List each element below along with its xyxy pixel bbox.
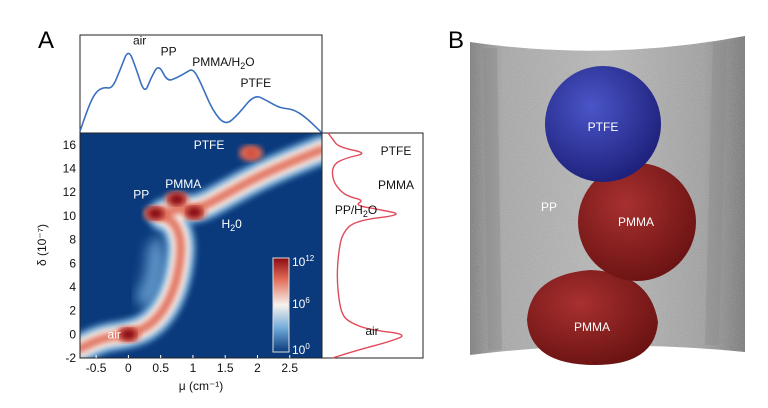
panel-label-b: B bbox=[448, 27, 464, 54]
right-plot-frame bbox=[321, 132, 424, 359]
panel-label-a: A bbox=[38, 27, 54, 54]
heatmap-hotspot-ptfe bbox=[245, 148, 258, 159]
y-tick-label: 2 bbox=[69, 304, 76, 318]
heatmap-hotspot-pmma bbox=[168, 193, 185, 206]
top-density-line bbox=[79, 52, 323, 134]
y-tick-label: 6 bbox=[69, 256, 76, 270]
right-plot-annotation: PTFE bbox=[381, 144, 412, 158]
pmma-top-sphere bbox=[578, 163, 696, 281]
heatmap-annotation: PMMA bbox=[165, 177, 201, 191]
right-plot-annotation: air bbox=[365, 324, 378, 338]
heatmap-annotation: H20 bbox=[221, 217, 242, 233]
heatmap-hotspot-h2o bbox=[186, 206, 203, 219]
y-tick-label: 0 bbox=[69, 327, 76, 341]
heatmap-annotation: air bbox=[108, 327, 121, 341]
right-density-line bbox=[327, 132, 403, 359]
x-tick-label: 0 bbox=[125, 361, 132, 375]
right-plot-annotation: PP/H2O bbox=[335, 203, 377, 219]
heatmap-annotation: PTFE bbox=[194, 138, 225, 152]
label-pmma-top: PMMA bbox=[618, 215, 654, 229]
y-axis-label: δ (10⁻⁷) bbox=[35, 224, 49, 266]
x-tick-label: 0.5 bbox=[152, 361, 169, 375]
top-plot-annotation: PP bbox=[161, 45, 177, 59]
pmma-bottom-sphere bbox=[527, 270, 658, 365]
right-plot-annotation: PMMA bbox=[378, 178, 414, 192]
y-tick-label: 14 bbox=[63, 162, 77, 176]
ptfe-sphere bbox=[545, 66, 661, 182]
y-tick-label: 12 bbox=[63, 185, 77, 199]
y-tick-label: 10 bbox=[63, 209, 77, 223]
x-tick-label: 2.5 bbox=[281, 361, 298, 375]
top-plot-annotation: PTFE bbox=[240, 76, 271, 90]
label-ptfe: PTFE bbox=[588, 120, 619, 134]
x-tick-label: 2 bbox=[254, 361, 261, 375]
heatmap-annotation: PP bbox=[133, 188, 149, 202]
x-tick-label: -0.5 bbox=[86, 361, 107, 375]
colorbar bbox=[272, 257, 290, 353]
x-axis-label: μ (cm⁻¹) bbox=[179, 379, 224, 393]
y-tick-label: 4 bbox=[69, 280, 76, 294]
label-pmma-bottom: PMMA bbox=[574, 320, 610, 334]
y-tick-label: 8 bbox=[69, 233, 76, 247]
x-tick-label: 1.5 bbox=[217, 361, 234, 375]
panel-b-render: PTFE PMMA PMMA PP bbox=[470, 36, 745, 365]
y-tick-label: 16 bbox=[63, 138, 77, 152]
label-pp: PP bbox=[541, 200, 557, 214]
x-tick-label: 1 bbox=[190, 361, 197, 375]
top-plot-annotation: air bbox=[133, 34, 146, 48]
heatmap-hotspot-air bbox=[120, 328, 137, 341]
y-tick-label: -2 bbox=[65, 351, 76, 365]
heatmap-hotspot-pp bbox=[147, 207, 164, 220]
top-plot-annotation: PMMA/H2O bbox=[192, 55, 254, 71]
